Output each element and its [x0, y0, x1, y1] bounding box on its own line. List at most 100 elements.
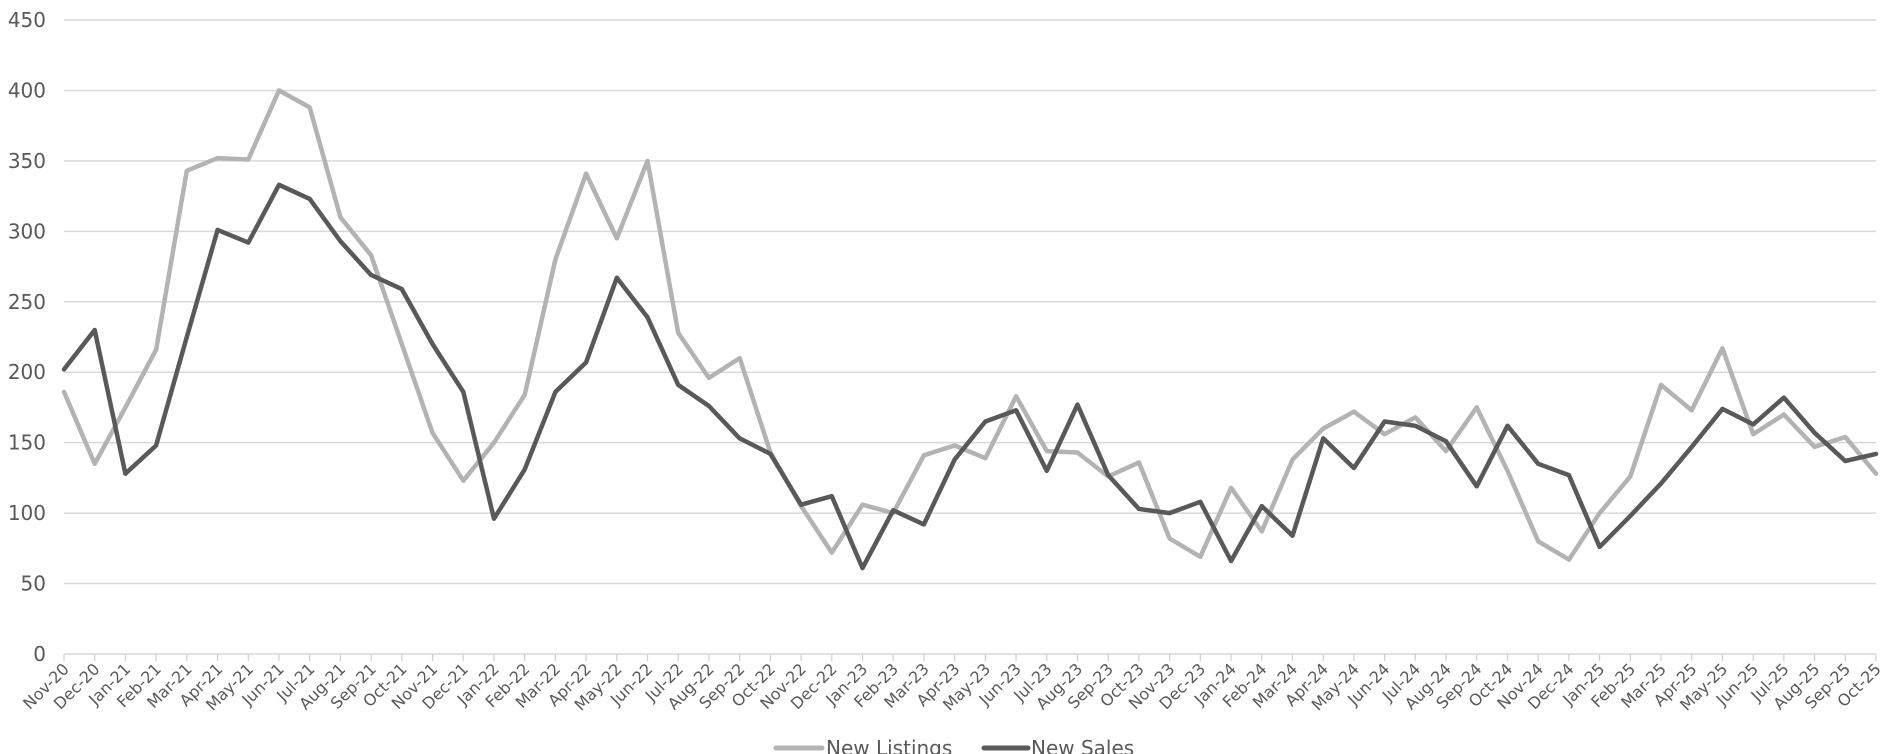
- data-point-new-sales: [983, 420, 987, 424]
- data-point-new-listings: [523, 393, 527, 397]
- data-point-new-sales: [1690, 445, 1694, 449]
- data-point-new-listings: [62, 390, 66, 394]
- data-point-new-listings: [1843, 435, 1847, 439]
- data-point-new-listings: [1137, 460, 1141, 464]
- data-point-new-listings: [1321, 427, 1325, 431]
- data-point-new-sales: [615, 276, 619, 280]
- data-point-new-sales: [1782, 396, 1786, 400]
- legend: New Listings New Sales: [773, 736, 1134, 754]
- series-line-new-listings: [61, 88, 1879, 562]
- data-point-new-sales: [707, 404, 711, 408]
- y-tick-label: 0: [33, 642, 46, 666]
- data-point-new-listings: [246, 157, 250, 161]
- data-point-new-sales: [1045, 469, 1049, 473]
- data-point-new-sales: [123, 472, 127, 476]
- data-point-new-listings: [1045, 449, 1049, 453]
- data-point-new-listings: [1813, 445, 1817, 449]
- series-line-new-sales: [61, 182, 1879, 571]
- data-point-new-listings: [1598, 511, 1602, 515]
- data-point-new-sales: [185, 335, 189, 339]
- data-point-new-listings: [1290, 458, 1294, 462]
- data-point-new-listings: [1536, 539, 1540, 543]
- data-point-new-sales: [1505, 424, 1509, 428]
- y-tick-label: 450: [8, 8, 46, 32]
- data-point-new-sales: [646, 315, 650, 319]
- y-tick-label: 200: [8, 360, 46, 384]
- y-tick-label: 400: [8, 78, 46, 102]
- data-point-new-sales: [799, 503, 803, 507]
- data-point-new-listings: [1383, 432, 1387, 436]
- data-point-new-listings: [1229, 486, 1233, 490]
- data-point-new-listings: [861, 503, 865, 507]
- data-point-new-listings: [461, 479, 465, 483]
- data-point-new-listings: [1198, 555, 1202, 559]
- y-tick-label: 150: [8, 431, 46, 455]
- data-point-new-listings: [1505, 469, 1509, 473]
- data-point-new-sales: [1720, 407, 1724, 411]
- data-point-new-listings: [216, 156, 220, 160]
- data-point-new-sales: [431, 342, 435, 346]
- data-point-new-listings: [154, 348, 158, 352]
- data-point-new-sales: [492, 517, 496, 521]
- data-point-new-sales: [1383, 420, 1387, 424]
- data-point-new-sales: [1352, 466, 1356, 470]
- data-point-new-listings: [1782, 412, 1786, 416]
- data-point-new-listings: [676, 331, 680, 335]
- data-point-new-sales: [93, 328, 97, 332]
- y-axis: 0 50 100 150 200 250 300 350 400 450: [8, 8, 46, 666]
- data-point-new-sales: [1290, 534, 1294, 538]
- data-point-new-sales: [768, 452, 772, 456]
- legend-label-new-sales: New Sales: [1031, 736, 1134, 754]
- data-point-new-sales: [1413, 424, 1417, 428]
- data-point-new-listings: [338, 215, 342, 219]
- data-point-new-listings: [738, 356, 742, 360]
- data-point-new-listings: [1567, 558, 1571, 562]
- data-point-new-listings: [492, 441, 496, 445]
- data-point-new-sales: [1137, 507, 1141, 511]
- data-point-new-sales: [338, 239, 342, 243]
- data-point-new-sales: [523, 467, 527, 471]
- data-point-new-sales: [1628, 514, 1632, 518]
- data-point-new-sales: [1874, 452, 1878, 456]
- y-tick-label: 50: [21, 572, 46, 596]
- data-point-new-listings: [615, 236, 619, 240]
- data-point-new-sales: [1229, 559, 1233, 563]
- data-point-new-listings: [1874, 472, 1878, 476]
- data-point-new-sales: [553, 390, 557, 394]
- data-point-new-listings: [1751, 432, 1755, 436]
- data-point-new-listings: [1720, 346, 1724, 350]
- data-point-new-listings: [1628, 474, 1632, 478]
- data-point-new-listings: [1352, 410, 1356, 414]
- data-point-new-listings: [922, 453, 926, 457]
- data-point-new-sales: [891, 508, 895, 512]
- data-point-new-sales: [1075, 403, 1079, 407]
- data-point-new-sales: [830, 494, 834, 498]
- legend-label-new-listings: New Listings: [826, 736, 952, 754]
- data-point-new-listings: [185, 169, 189, 173]
- data-point-new-listings: [646, 159, 650, 163]
- data-point-new-sales: [584, 360, 588, 364]
- data-point-new-listings: [1168, 536, 1172, 540]
- data-point-new-sales: [1321, 436, 1325, 440]
- data-point-new-sales: [1813, 431, 1817, 435]
- data-point-new-sales: [1168, 511, 1172, 515]
- data-point-new-sales: [1106, 473, 1110, 477]
- y-tick-label: 100: [8, 501, 46, 525]
- data-point-new-listings: [123, 405, 127, 409]
- data-point-new-sales: [1659, 482, 1663, 486]
- data-point-new-sales: [922, 522, 926, 526]
- data-point-new-sales: [1475, 484, 1479, 488]
- data-point-new-sales: [1014, 408, 1018, 412]
- data-point-new-sales: [400, 287, 404, 291]
- data-point-new-sales: [277, 183, 281, 187]
- data-point-new-sales: [1536, 462, 1540, 466]
- series-lines: [61, 88, 1879, 571]
- data-point-new-listings: [1659, 383, 1663, 387]
- data-point-new-sales: [1567, 473, 1571, 477]
- data-point-new-sales: [62, 367, 66, 371]
- data-point-new-listings: [1444, 449, 1448, 453]
- data-point-new-listings: [1413, 415, 1417, 419]
- data-point-new-listings: [830, 551, 834, 555]
- data-point-new-sales: [676, 383, 680, 387]
